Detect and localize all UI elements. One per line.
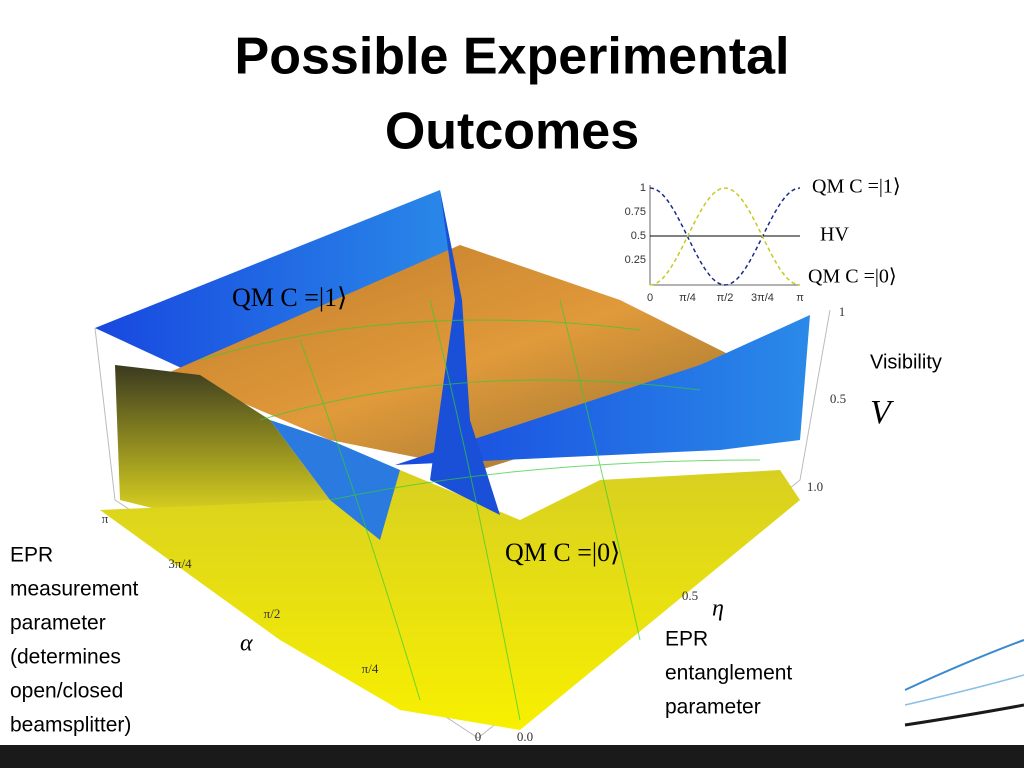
- legend-label: QM C =|0⟩: [808, 266, 897, 288]
- curve: [649, 187, 801, 286]
- annotation: EPR: [665, 628, 708, 651]
- title: Possible Experimental: [235, 28, 790, 86]
- surface-label: QM C =|0⟩: [505, 538, 620, 567]
- legend-label: QM C =|1⟩: [812, 176, 901, 198]
- annotation: measurement: [10, 578, 139, 601]
- tick-label: π/2: [264, 606, 281, 621]
- y-tick-label: 0.5: [631, 230, 646, 242]
- surface-label: QM C =|1⟩: [232, 283, 347, 312]
- y-tick-label: 0.25: [625, 254, 646, 266]
- legend-label: HV: [820, 224, 849, 246]
- x-tick-label: π/2: [717, 292, 734, 304]
- footer-decoration: [0, 639, 1024, 768]
- annotation: entanglement: [665, 662, 792, 685]
- y-tick-label: 0.75: [625, 206, 646, 218]
- axis-label: Visibility: [870, 351, 942, 373]
- x-tick-label: 0: [647, 292, 653, 304]
- annotation: (determines: [10, 646, 121, 669]
- tick-label: 3π/4: [168, 556, 192, 571]
- annotation: parameter: [665, 696, 761, 719]
- axis-symbol: η: [712, 596, 724, 622]
- curve: [649, 187, 801, 286]
- axis-symbol: V: [870, 394, 895, 431]
- inset-chart: 1 0.75 0.5 0.25 0 π/4 π/2 3π/4 π: [625, 182, 805, 304]
- plot-3d: [94, 190, 831, 739]
- x-tick-label: π/4: [679, 292, 696, 304]
- tick-label: 1.0: [807, 479, 823, 494]
- tick-label: 0.5: [830, 391, 846, 406]
- tick-label: 1: [839, 304, 846, 319]
- axis-symbol: α: [240, 631, 253, 657]
- tick-label: 0.5: [682, 588, 698, 603]
- tick-label: 0: [475, 729, 482, 744]
- tick-label: 0.0: [517, 729, 533, 744]
- title: Outcomes: [385, 103, 639, 161]
- tick-label: π/4: [362, 661, 379, 676]
- tick-label: π: [102, 511, 109, 526]
- annotation: parameter: [10, 612, 106, 635]
- y-tick-label: 1: [640, 182, 646, 194]
- annotation: open/closed: [10, 680, 123, 703]
- x-tick-label: π: [796, 292, 804, 304]
- x-tick-label: 3π/4: [751, 292, 774, 304]
- annotation: EPR: [10, 544, 53, 567]
- annotation: beamsplitter): [10, 714, 131, 737]
